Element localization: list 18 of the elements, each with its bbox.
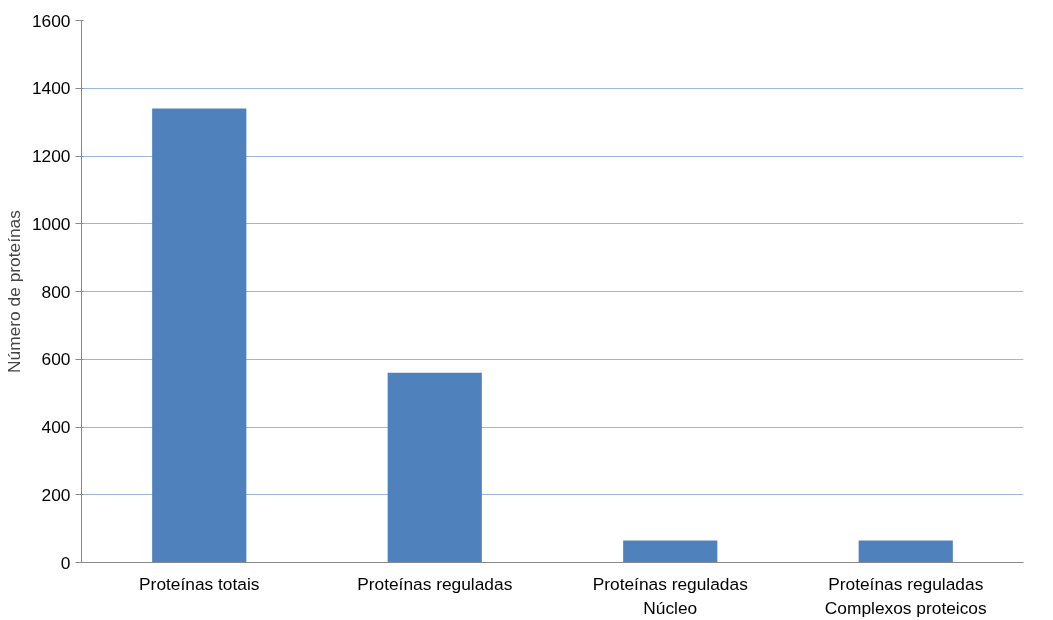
bar (387, 372, 482, 563)
y-tick-label: 1400 (31, 78, 71, 99)
bar (858, 540, 953, 563)
y-axis-title: Número de proteínas (3, 209, 24, 373)
y-tick-label: 1200 (31, 146, 71, 166)
bar (623, 540, 718, 563)
y-tick-label: 800 (41, 281, 71, 302)
y-tick-label: 1600 (31, 10, 71, 31)
x-tick-label: Proteínas totais (139, 573, 260, 594)
y-tick-label: 600 (41, 349, 71, 370)
y-tick-label: 200 (41, 484, 71, 505)
x-tick-label: Proteínas reguladas (357, 573, 513, 594)
y-tick-label: 1000 (31, 213, 71, 234)
x-tick-label: Proteínas reguladas Complexos proteicos (824, 573, 987, 618)
y-tick-label: 0 (60, 552, 71, 573)
bar (152, 108, 247, 563)
y-tick-label: 400 (41, 417, 71, 437)
x-tick-label: Proteínas reguladas Núcleo (592, 573, 749, 618)
